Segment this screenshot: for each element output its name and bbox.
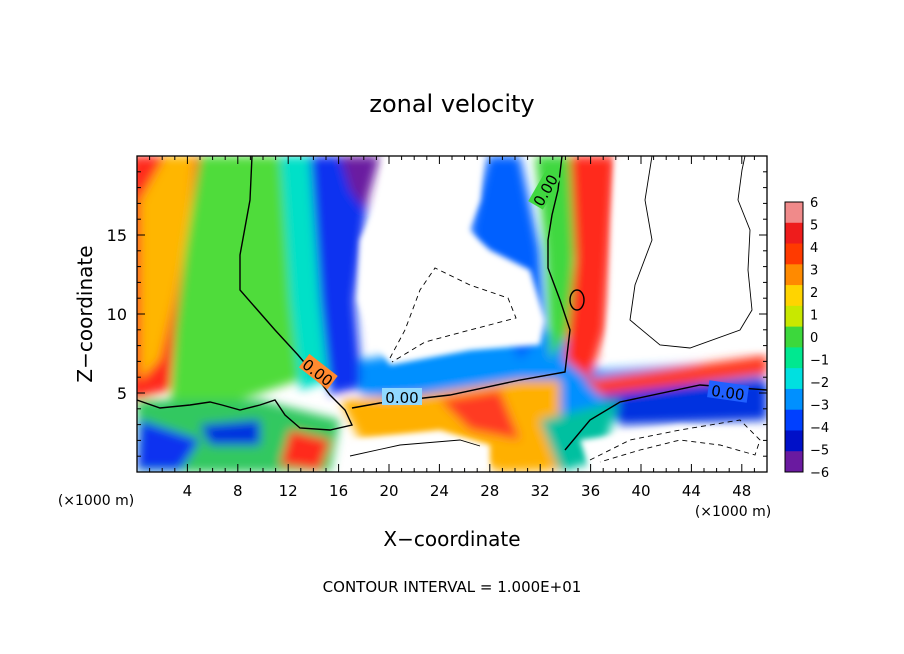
colorbar-swatch (785, 243, 803, 265)
blank-region-upper-right (605, 156, 767, 355)
y-axis: 5 10 15 (107, 171, 767, 457)
negative-core (310, 156, 375, 395)
x-tick-label: 48 (732, 482, 751, 500)
x-tick-label: 8 (233, 482, 243, 500)
colorbar-label: 1 (810, 309, 818, 324)
colorbar-swatch (785, 368, 803, 390)
colorbar-label: 6 (810, 196, 818, 211)
x-tick-label: 28 (480, 482, 499, 500)
colorbar-label: 3 (810, 264, 818, 279)
contour-label: 0.00 (385, 389, 418, 407)
blank-region-upper-middle (358, 156, 545, 365)
colorbar-label: −1 (810, 354, 829, 369)
y-axis-label: Z−coordinate (73, 245, 97, 382)
x-axis-label: X−coordinate (383, 527, 520, 551)
colorbar-label: −3 (810, 399, 829, 414)
colorbar-swatch (785, 285, 803, 307)
colorbar-label: 4 (810, 241, 818, 256)
colorbar-label: 2 (810, 286, 818, 301)
x-tick-label: 16 (329, 482, 348, 500)
colorbar: 6 5 4 3 2 1 0 −1 −2 −3 −4 −5 −6 (784, 196, 829, 481)
x-tick-label: 40 (631, 482, 650, 500)
y-tick-label: 5 (117, 384, 127, 403)
x-tick-label: 36 (581, 482, 600, 500)
colorbar-label: −2 (810, 376, 829, 391)
colorbar-swatch (785, 202, 803, 224)
negative-contour-dashed (389, 267, 517, 363)
x-tick-label: 4 (183, 482, 193, 500)
colorbar-label: −4 (810, 421, 829, 436)
contour-label: 0.00 (710, 382, 746, 404)
chart-title: zonal velocity (369, 90, 534, 118)
colorbar-swatch (785, 347, 803, 369)
colorbar-label: 0 (810, 331, 818, 346)
colorbar-frame (784, 201, 804, 473)
x-unit-label: (×1000 m) (695, 504, 771, 520)
y-unit-label: (×1000 m) (58, 493, 134, 509)
x-axis: 4 8 12 16 20 24 28 32 36 40 44 48 (149, 156, 755, 500)
colorbar-label: −6 (810, 466, 829, 481)
thin-contour-right (629, 156, 753, 349)
zero-contour-band (351, 156, 571, 409)
y-tick-label: 15 (107, 226, 127, 245)
colorbar-swatch (785, 451, 803, 473)
x-tick-label: 20 (379, 482, 398, 500)
colorbar-swatch (785, 326, 803, 348)
right-positive-jet (565, 156, 615, 380)
zero-contour-left (137, 156, 354, 431)
contour-interval-note: CONTOUR INTERVAL = 1.000E+01 (323, 578, 582, 596)
x-tick-label: 32 (531, 482, 550, 500)
velocity-field: 0.00 0.00 0.00 0.00 (137, 156, 767, 472)
colorbar-swatch (785, 430, 803, 452)
colorbar-label: 5 (810, 219, 818, 234)
y-tick-label: 10 (107, 305, 127, 324)
colorbar-swatch (785, 305, 803, 328)
x-tick-label: 44 (682, 482, 701, 500)
x-tick-label: 24 (430, 482, 449, 500)
colorbar-label: −5 (810, 444, 829, 459)
colorbar-swatch (785, 264, 803, 286)
colorbar-swatch (785, 388, 803, 411)
x-tick-label: 12 (279, 482, 298, 500)
weak-flow-region (170, 156, 300, 410)
colorbar-swatch (785, 222, 803, 245)
colorbar-swatch (785, 409, 803, 431)
